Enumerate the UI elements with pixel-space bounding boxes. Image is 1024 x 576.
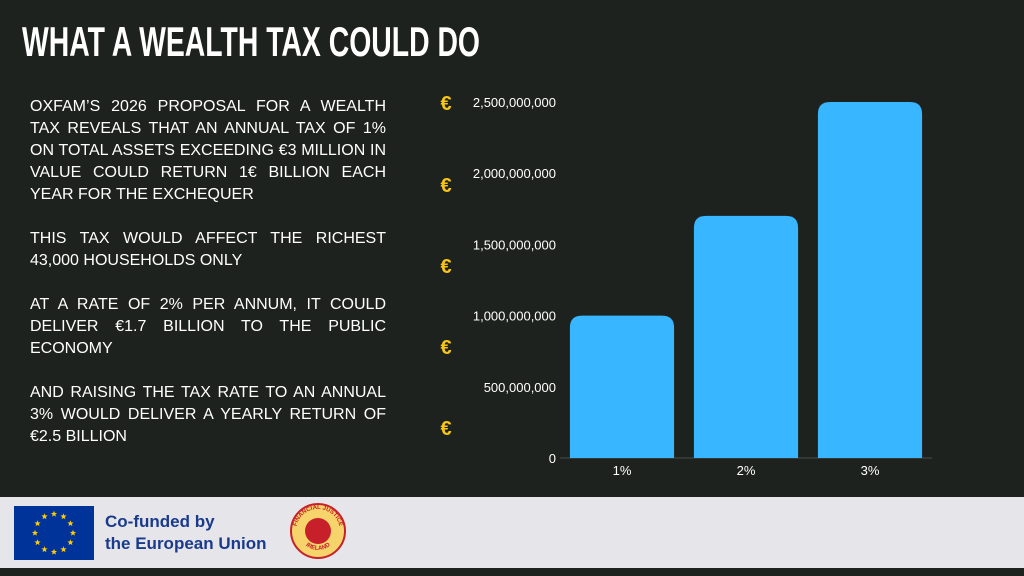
flag-star: [60, 513, 67, 520]
funding-text: the European Union: [105, 534, 267, 553]
x-tick-label: 1%: [613, 463, 632, 478]
y-tick-label: 0: [549, 451, 556, 466]
flag-star: [34, 520, 41, 527]
text-column: OXFAM’S 2026 PROPOSAL FOR A WEALTH TAX R…: [30, 96, 386, 470]
flag-star: [41, 513, 48, 520]
flag-star: [67, 520, 74, 527]
bottom-strip: [0, 568, 1024, 576]
x-tick-label: 2%: [737, 463, 756, 478]
euro-icon: €: [440, 93, 451, 115]
paragraph: AT A RATE OF 2% PER ANNUM, IT COULD DELI…: [30, 296, 386, 357]
flag-star: [67, 539, 74, 546]
funding-text: Co-funded by: [105, 512, 215, 531]
paragraph: THIS TAX WOULD AFFECT THE RICHEST 43,000…: [30, 230, 386, 269]
euro-icon: €: [440, 337, 451, 359]
x-tick-label: 3%: [861, 463, 880, 478]
y-tick-label: 1,000,000,000: [473, 309, 556, 324]
flag-star: [50, 548, 58, 555]
y-tick-label: 2,500,000,000: [473, 95, 556, 110]
bar: [693, 215, 799, 458]
euro-icon: €: [440, 175, 451, 197]
logo-text: IRELAND: [304, 542, 332, 552]
flag-star: [41, 546, 48, 553]
flag-star: [60, 546, 67, 553]
logo-text: IRELAND: [304, 542, 332, 552]
y-tick-label: 1,500,000,000: [473, 237, 556, 252]
slide-title: WHAT A WEALTH TAX COULD DO: [22, 18, 480, 65]
paragraph: OXFAM’S 2026 PROPOSAL FOR A WEALTH TAX R…: [30, 98, 386, 203]
flag-star: [31, 529, 39, 536]
flag-star: [69, 529, 77, 536]
flag-star: [34, 539, 41, 546]
footer-band: [0, 497, 1024, 568]
y-tick-label: 500,000,000: [484, 380, 556, 395]
euro-icon: €: [440, 256, 451, 278]
bar: [569, 315, 675, 458]
y-tick-label: 2,000,000,000: [473, 166, 556, 181]
euro-icon: €: [440, 418, 451, 440]
bar: [817, 102, 923, 458]
logo-sun: [305, 518, 331, 544]
flag-star: [50, 510, 58, 517]
paragraph: AND RAISING THE TAX RATE TO AN ANNUAL 3%…: [30, 384, 386, 445]
